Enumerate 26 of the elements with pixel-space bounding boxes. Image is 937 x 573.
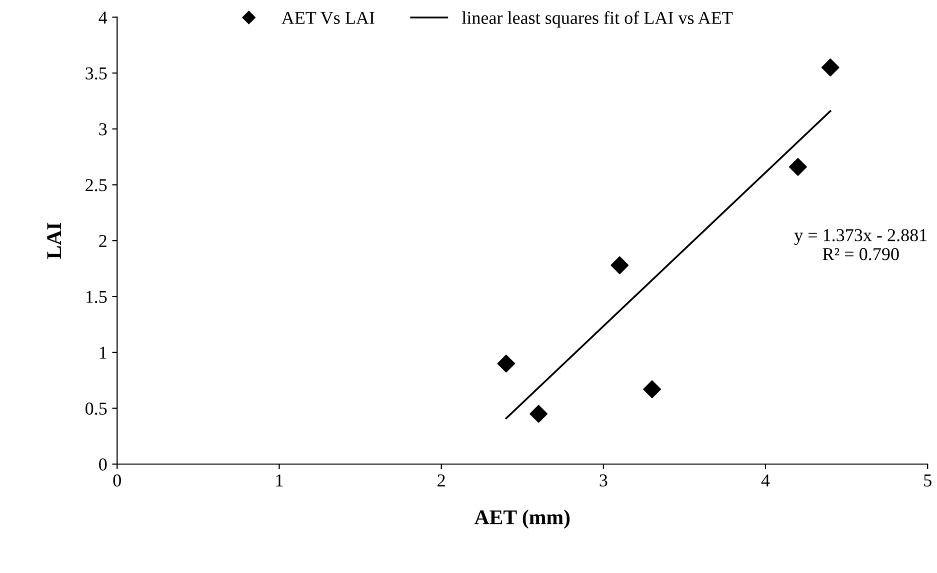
y-tick-label: 3: [99, 123, 107, 136]
x-tick-label: 1: [276, 474, 283, 486]
y-tick-label: 2.5: [86, 179, 107, 192]
legend-label: AET Vs LAI: [282, 12, 374, 24]
y-tick-label: 1: [100, 346, 106, 359]
x-axis-title: AET (mm): [474, 510, 570, 529]
y-tick-label: 3.5: [86, 67, 107, 80]
y-axis-title: LAI: [47, 222, 61, 259]
point: [789, 158, 807, 176]
legend-label: linear least squares fit of LAI vs AET: [462, 11, 733, 28]
x-tick-label: 5: [924, 474, 932, 487]
x-tick-label: 3: [600, 474, 608, 487]
point: [821, 58, 840, 76]
point: [530, 404, 548, 423]
point: [610, 256, 629, 274]
y-tick-label: 0.5: [86, 402, 107, 415]
annotation: y = 1.373x - 2.881 R² = 0.790: [794, 229, 927, 260]
y-tick-label: 4: [98, 12, 108, 24]
point: [643, 380, 661, 398]
y-tick-label: 2: [99, 234, 106, 247]
y-tick-label: 1.5: [86, 290, 107, 304]
x-tick-label: 4: [761, 474, 770, 486]
x-tick-label: 2: [438, 474, 445, 486]
x-tick-label: 0: [113, 474, 121, 487]
y-tick-label: 0: [99, 458, 107, 471]
point: [497, 354, 516, 372]
